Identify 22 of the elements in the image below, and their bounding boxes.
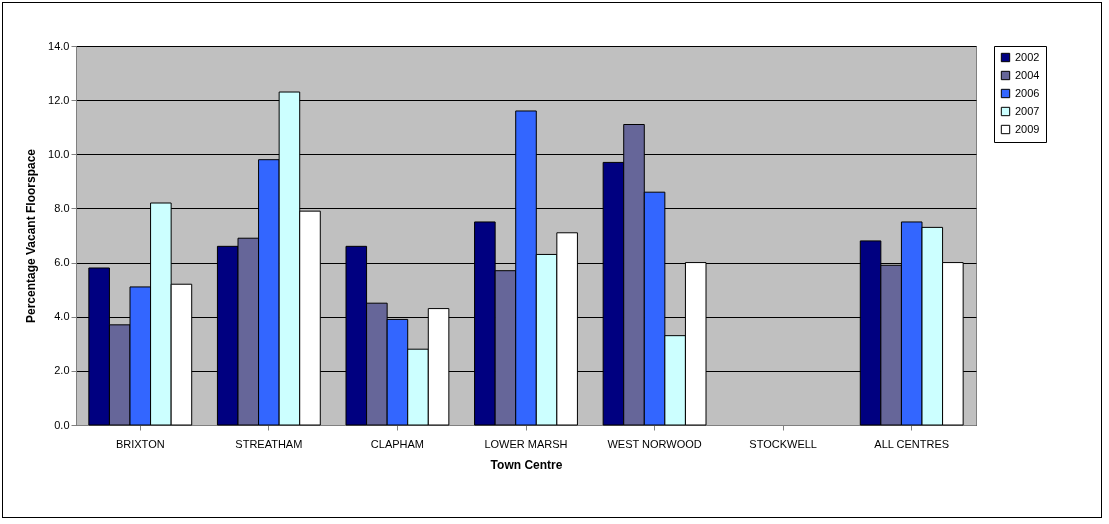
legend-label: 2002: [1015, 50, 1040, 63]
x-tick-label: LOWER MARSH: [484, 437, 568, 450]
y-tick-label: 10.0: [48, 147, 70, 160]
x-tick-label: WEST NORWOOD: [607, 437, 702, 450]
y-tick-label: 0.0: [54, 418, 70, 431]
x-tick-label: ALL CENTRES: [874, 437, 950, 450]
x-tick-label: CLAPHAM: [370, 437, 425, 450]
x-tick-label: STOCKWELL: [749, 437, 817, 450]
y-tick-label: 12.0: [48, 93, 70, 106]
legend-label: 2006: [1015, 86, 1040, 99]
y-tick-label: 6.0: [54, 256, 70, 269]
y-tick-label: 2.0: [54, 364, 70, 377]
y-tick-label: 8.0: [54, 201, 70, 214]
y-tick-label: 14.0: [48, 39, 70, 52]
legend-label: 2007: [1015, 104, 1040, 117]
y-axis-title: Percentage Vacant Floorspace: [24, 148, 39, 324]
x-tick-label: BRIXTON: [115, 437, 165, 450]
y-tick-label: 4.0: [54, 310, 70, 323]
x-tick-label: STREATHAM: [235, 437, 303, 450]
x-axis-title: Town Centre: [490, 457, 563, 472]
legend-label: 2009: [1015, 122, 1040, 135]
legend-label: 2004: [1015, 68, 1040, 81]
